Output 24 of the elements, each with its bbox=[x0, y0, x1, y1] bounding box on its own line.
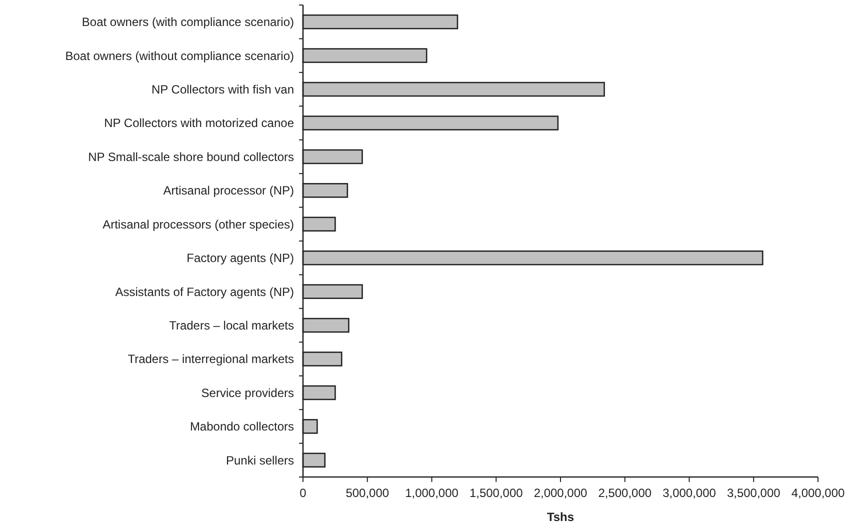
x-tick-label: 4,000,000 bbox=[791, 486, 846, 500]
y-tick-label: NP Collectors with motorized canoe bbox=[104, 116, 294, 130]
y-tick-label: NP Collectors with fish van bbox=[152, 82, 294, 96]
y-tick-label: Artisanal processor (NP) bbox=[163, 184, 294, 198]
x-tick-label: 0 bbox=[300, 486, 307, 500]
y-tick-label: Traders – local markets bbox=[169, 318, 294, 332]
y-tick-label: Assistants of Factory agents (NP) bbox=[115, 284, 294, 299]
y-tick-label: Punki sellers bbox=[226, 453, 294, 468]
x-tick-label: 2,000,000 bbox=[534, 486, 588, 500]
y-tick-label: Mabondo collectors bbox=[190, 420, 294, 434]
x-tick-label: 3,500,000 bbox=[726, 486, 781, 500]
x-tick-label: 1,500,000 bbox=[469, 486, 524, 500]
y-tick-label: Traders – interregional markets bbox=[128, 352, 294, 366]
x-tick-label: 1,000,000 bbox=[405, 486, 459, 500]
y-tick-label: Artisanal processors (other species) bbox=[102, 217, 294, 232]
x-axis-title: Tshs bbox=[546, 510, 574, 524]
y-tick-label: Boat owners (with compliance scenario) bbox=[82, 15, 294, 30]
y-tick-label: Service providers bbox=[201, 386, 294, 400]
x-tick-label: 3,000,000 bbox=[662, 486, 716, 500]
y-tick-label: Factory agents (NP) bbox=[186, 251, 294, 266]
x-tick-label: 2,500,000 bbox=[598, 486, 652, 500]
x-tick-label: 500,000 bbox=[346, 486, 390, 500]
y-tick-label: Boat owners (without compliance scenario) bbox=[65, 48, 294, 63]
y-tick-label: NP Small-scale shore bound collectors bbox=[88, 150, 294, 164]
